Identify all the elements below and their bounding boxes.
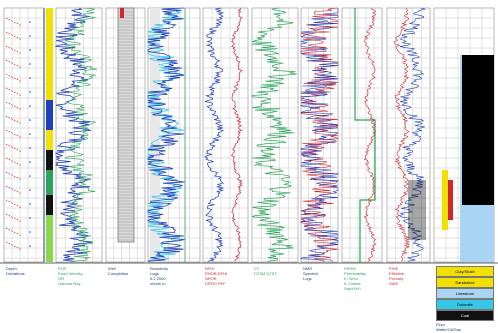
legend-item: Clay/Shale: [436, 266, 494, 277]
porosity-fill: [408, 180, 426, 240]
litho-sand: [442, 170, 448, 230]
legend-item: Coal: [436, 310, 494, 321]
depth-marker: [29, 119, 31, 121]
depth-marker: [29, 21, 31, 23]
resistivity-fill: [150, 8, 160, 262]
track-frame: [386, 7, 431, 263]
lithology-bar: [46, 215, 53, 235]
swe-curve: [399, 7, 426, 262]
lithology-bar: [46, 235, 53, 262]
casing-shoe: [120, 8, 124, 18]
lithology-bar: [46, 170, 53, 195]
density-curve: [204, 7, 224, 262]
lithology-bar: [46, 195, 53, 215]
track-frame: [341, 7, 383, 263]
nmr-red: [300, 7, 339, 262]
neutron-curve: [230, 7, 243, 262]
depth-marker: [29, 35, 31, 37]
track-header-resistivity: Resistivity Logs 0.2 2000 ohmm m: [150, 266, 169, 286]
resistivity-deep: [146, 7, 185, 262]
rop-curve: [54, 7, 93, 262]
track-header-nmr: NMR Spectral Logs: [303, 266, 318, 281]
track-frame: [251, 7, 299, 263]
depth-marker: [29, 49, 31, 51]
track-header-porosity: PHIE Effective Porosity SWE: [389, 266, 405, 286]
sonic-curve: [251, 7, 297, 262]
depth-marker: [29, 147, 31, 149]
litho-coal: [462, 55, 494, 205]
depth-marker: [29, 105, 31, 107]
depth-marker: [29, 91, 31, 93]
depth-marker: [29, 63, 31, 65]
legend-footer: Fluid Water/Oil/Gas: [436, 322, 461, 332]
perm-step: [354, 8, 376, 262]
track-header-rop: ROP Road Velocity GR Gamma Ray: [58, 266, 83, 286]
track-frame: [202, 7, 249, 263]
casing: [117, 7, 135, 243]
nmr-blue: [300, 8, 340, 262]
depth-marker: [29, 189, 31, 191]
depth-marker: [29, 245, 31, 247]
depth-marker: [29, 161, 31, 163]
track-header-wellbore: Well Completion: [108, 266, 129, 276]
phie-curve: [394, 7, 411, 262]
lithology-bar: [46, 150, 53, 170]
depth-marker: [29, 175, 31, 177]
legend-item: Dolomite: [436, 299, 494, 310]
legend-item: Limestone: [436, 288, 494, 299]
track-header-perm: PERM Permeability K-Timur K-Coates Swirr…: [344, 266, 367, 291]
litho-hc: [448, 180, 453, 220]
legend-item: Sandstone: [436, 277, 494, 288]
lithology-bar: [46, 130, 53, 150]
track-header-sonic: DT DTSM DTST: [254, 266, 277, 276]
depth-marker: [29, 77, 31, 79]
depth-marker: [29, 217, 31, 219]
track-frame: [147, 7, 201, 263]
gr-curve: [64, 7, 98, 262]
track-frame: [300, 7, 339, 263]
depth-marker: [29, 231, 31, 233]
depth-marker: [29, 203, 31, 205]
track-header-density: NPHI RHOB DPHI NPOR DRHO PEF: [205, 266, 228, 286]
track-header-depth: Depth Deviations: [6, 266, 25, 276]
lithology-bar: [46, 100, 53, 130]
depth-marker: [29, 133, 31, 135]
perm-curve: [363, 7, 377, 262]
lithology-bar: [46, 8, 53, 100]
